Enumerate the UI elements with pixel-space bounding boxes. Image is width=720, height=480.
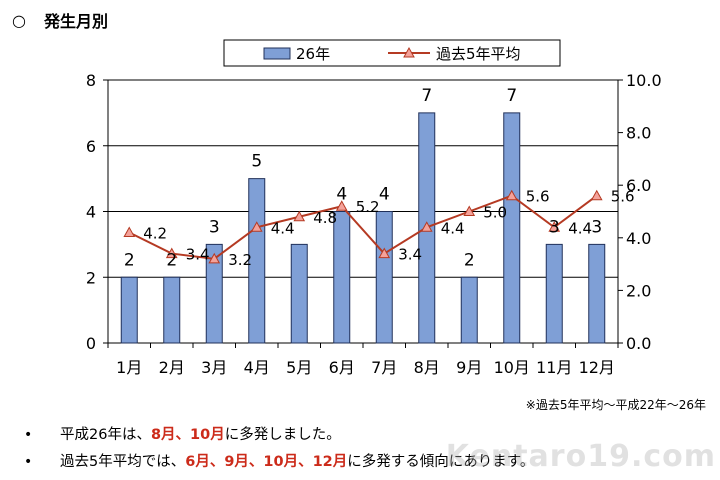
bar — [205, 243, 223, 344]
line-data-label: 5.0 — [483, 204, 507, 222]
right-axis-tick-label: 8.0 — [626, 124, 651, 143]
legend-bar-swatch — [263, 47, 291, 60]
circle-mark: ○ — [12, 10, 26, 30]
line-marker — [505, 189, 518, 201]
bullet-text-part: に多発しました。 — [224, 427, 341, 443]
bullet-item-1: • 平成26年は、 8月、10月 に多発しました。 — [24, 422, 534, 449]
bar-data-label: 3 — [209, 217, 220, 237]
bar-data-label: 2 — [124, 250, 135, 270]
bar-data-label: 5 — [251, 152, 262, 172]
left-axis-tick-label: 0 — [86, 334, 96, 353]
left-axis-tick-label: 4 — [86, 203, 96, 222]
line-marker — [420, 221, 433, 232]
x-axis-tick-label: 10月 — [494, 358, 530, 377]
x-axis-tick-label: 12月 — [579, 358, 615, 377]
bullet-highlight: 8月、10月 — [150, 427, 225, 443]
bar-data-label: 2 — [166, 250, 177, 270]
line-marker — [378, 247, 391, 259]
line-data-label: 4.4 — [441, 219, 465, 237]
bullet-text-part: 平成26年は、 — [60, 427, 151, 443]
section-title: 発生月別 — [43, 12, 108, 31]
line-marker — [250, 221, 263, 232]
bullet-icon: • — [24, 427, 33, 443]
section-heading: ○ 発生月別 — [12, 8, 108, 32]
bar-data-label: 3 — [591, 217, 602, 237]
bullet-highlight: 6月、9月、10月、12月 — [185, 454, 348, 470]
bar-data-label: 7 — [421, 86, 432, 106]
source-note: ※過去5年平均～平成22年～26年 — [525, 398, 706, 412]
right-axis-tick-label: 6.0 — [626, 176, 651, 195]
bullet-icon: • — [24, 454, 33, 470]
left-axis-tick-label: 6 — [86, 137, 96, 156]
x-axis-tick-label: 4月 — [244, 358, 270, 377]
bar-data-label: 7 — [506, 86, 517, 106]
legend-line-label: 過去5年平均 — [436, 45, 521, 63]
x-axis-tick-label: 3月 — [201, 358, 227, 377]
x-axis-tick-label: 7月 — [371, 358, 397, 377]
monthly-chart: 0 2 4 6 8 0.0 2.0 4.0 6.0 8.0 10.0 1月 2月 3月 4月 5月 6月 7月 8月… — [86, 39, 662, 377]
summary-bullets: • 平成26年は、 8月、10月 に多発しました。 • 過去5年平均では、 6月… — [24, 422, 534, 476]
line-marker — [165, 247, 178, 259]
line-data-label: 4.4 — [271, 219, 295, 237]
bar — [120, 276, 138, 344]
line-data-label: 4.2 — [143, 225, 167, 243]
bar — [460, 276, 478, 344]
x-axis-tick-label: 6月 — [329, 358, 355, 377]
line-marker — [590, 189, 603, 201]
line-marker — [548, 221, 561, 232]
x-axis-tick-label: 2月 — [159, 358, 185, 377]
bar-data-label: 3 — [549, 217, 560, 237]
bar-data-label: 2 — [464, 250, 475, 270]
line-marker — [208, 252, 221, 264]
watermark-text: Kentaro19.com — [445, 439, 716, 474]
line-data-label: 4.4 — [568, 219, 592, 237]
bullet-text-part: に多発する傾向にあります。 — [347, 454, 535, 470]
bar-data-label: 4 — [379, 185, 390, 205]
line-marker — [293, 210, 306, 222]
bullet-text-part: 過去5年平均では、 — [60, 454, 186, 470]
bar — [588, 243, 606, 344]
right-axis-tick-label: 10.0 — [626, 71, 662, 90]
legend-line-marker — [403, 46, 415, 58]
bar-data-label: 4 — [336, 185, 347, 205]
line-data-label: 5.6 — [526, 188, 550, 206]
bullet-item-2: • 過去5年平均では、 6月、9月、10月、12月 に多発する傾向にあります。 — [24, 449, 534, 476]
bar — [290, 243, 308, 344]
x-axis-tick-label: 8月 — [414, 358, 440, 377]
right-axis-tick-label: 4.0 — [626, 229, 651, 248]
bar — [163, 276, 181, 344]
x-axis-tick-label: 1月 — [116, 358, 142, 377]
line-data-label: 3.4 — [186, 246, 210, 264]
bar — [333, 211, 351, 344]
bar — [248, 178, 266, 344]
right-axis-tick-label: 0.0 — [626, 334, 651, 353]
right-axis-tick-label: 2.0 — [626, 281, 651, 300]
line-data-label: 3.4 — [398, 246, 422, 264]
line-data-label: 3.2 — [228, 251, 252, 269]
line-data-label: 5.2 — [356, 198, 380, 216]
line-marker — [123, 226, 136, 238]
line-data-label: 5.6 — [611, 188, 635, 206]
bar — [503, 112, 521, 344]
line-marker — [335, 200, 348, 211]
x-axis-tick-label: 5月 — [286, 358, 312, 377]
x-axis-tick-label: 11月 — [536, 358, 572, 377]
bar — [545, 243, 563, 344]
legend-bar-label: 26年 — [296, 45, 330, 63]
left-axis-tick-label: 2 — [86, 268, 96, 287]
bar — [375, 211, 393, 344]
left-axis-tick-label: 8 — [86, 71, 96, 90]
x-axis-tick-label: 9月 — [456, 358, 482, 377]
average-line — [128, 194, 598, 260]
line-marker — [463, 205, 476, 216]
line-data-label: 4.8 — [313, 209, 337, 227]
